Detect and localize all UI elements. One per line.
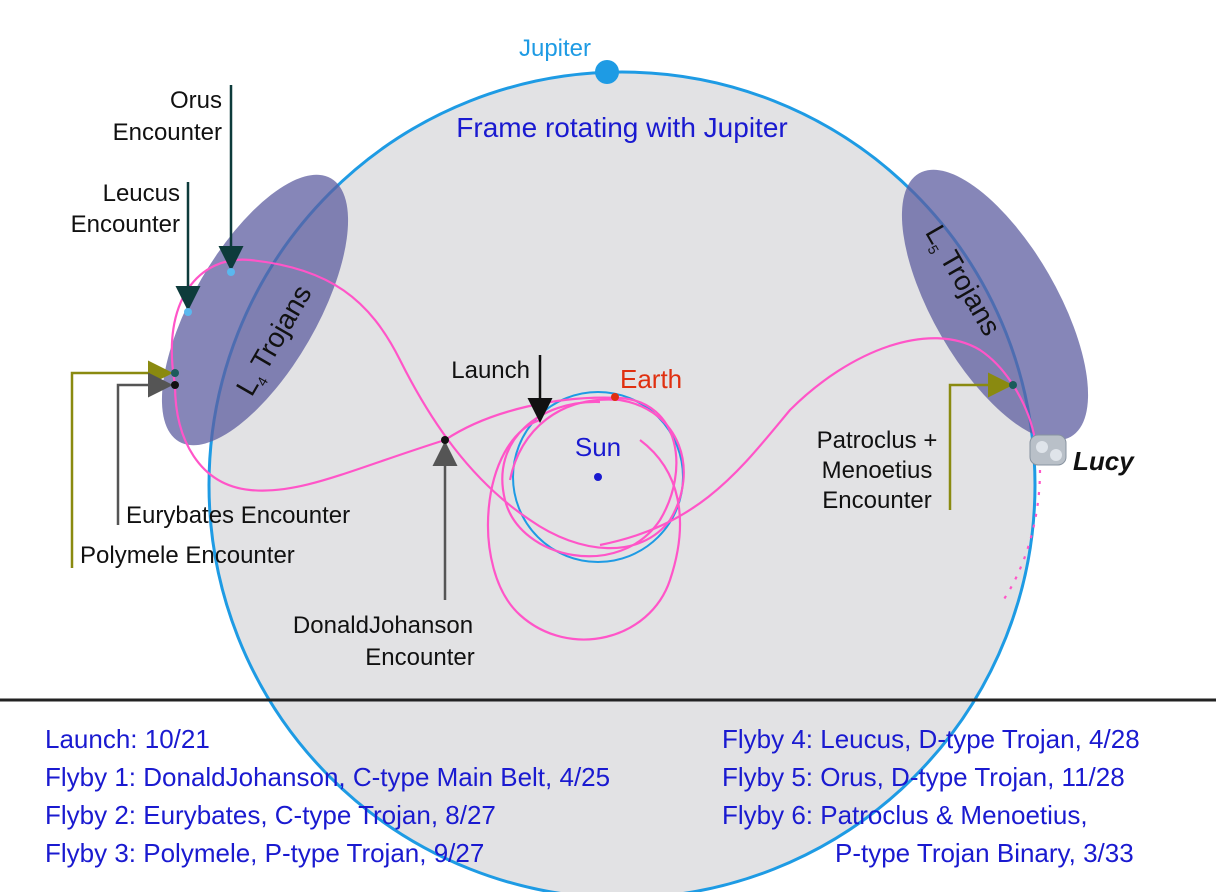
encounter-dot	[184, 308, 192, 316]
legend-item: Flyby 6: Patroclus & Menoetius,	[722, 800, 1088, 830]
orus-label: Encounter	[113, 119, 222, 146]
patroclus-label: Patroclus +	[817, 427, 938, 454]
legend-item: P-type Trojan Binary, 3/33	[835, 838, 1134, 868]
polymele-arrow	[72, 373, 168, 568]
jupiter-label: Jupiter	[519, 35, 591, 62]
legend-item: Flyby 4: Leucus, D-type Trojan, 4/28	[722, 724, 1140, 754]
leucus-label: Leucus	[103, 180, 180, 207]
legend-item: Flyby 3: Polymele, P-type Trojan, 9/27	[45, 838, 484, 868]
leucus-label: Encounter	[71, 211, 180, 238]
legend-item: Flyby 1: DonaldJohanson, C-type Main Bel…	[45, 762, 610, 792]
polymele-label: Polymele Encounter	[80, 542, 295, 569]
encounter-dot	[441, 436, 449, 444]
encounter-dot	[1009, 381, 1017, 389]
encounter-dot	[227, 268, 235, 276]
legend-item: Flyby 5: Orus, D-type Trojan, 11/28	[722, 762, 1125, 792]
orus-label: Orus	[170, 87, 222, 114]
jupiter	[595, 60, 619, 84]
diagram: Jupiter Frame rotating with Jupiter Sun …	[0, 0, 1216, 892]
lucy-label: Lucy	[1073, 446, 1135, 476]
sun	[594, 473, 602, 481]
sun-label: Sun	[575, 432, 621, 462]
frame-label: Frame rotating with Jupiter	[456, 112, 787, 143]
patroclus-label: Menoetius	[822, 457, 933, 484]
donaldjohanson-label: DonaldJohanson	[293, 612, 473, 639]
eurybates-label: Eurybates Encounter	[126, 502, 350, 529]
encounter-dot	[171, 381, 179, 389]
earth	[611, 393, 619, 401]
encounter-dot	[171, 369, 179, 377]
legend-item: Flyby 2: Eurybates, C-type Trojan, 8/27	[45, 800, 496, 830]
spacecraft	[1030, 435, 1066, 465]
legend-item: Launch: 10/21	[45, 724, 210, 754]
patroclus-label: Encounter	[822, 487, 931, 514]
donaldjohanson-label: Encounter	[365, 644, 474, 671]
launch-label: Launch	[451, 357, 530, 384]
earth-label: Earth	[620, 364, 682, 394]
